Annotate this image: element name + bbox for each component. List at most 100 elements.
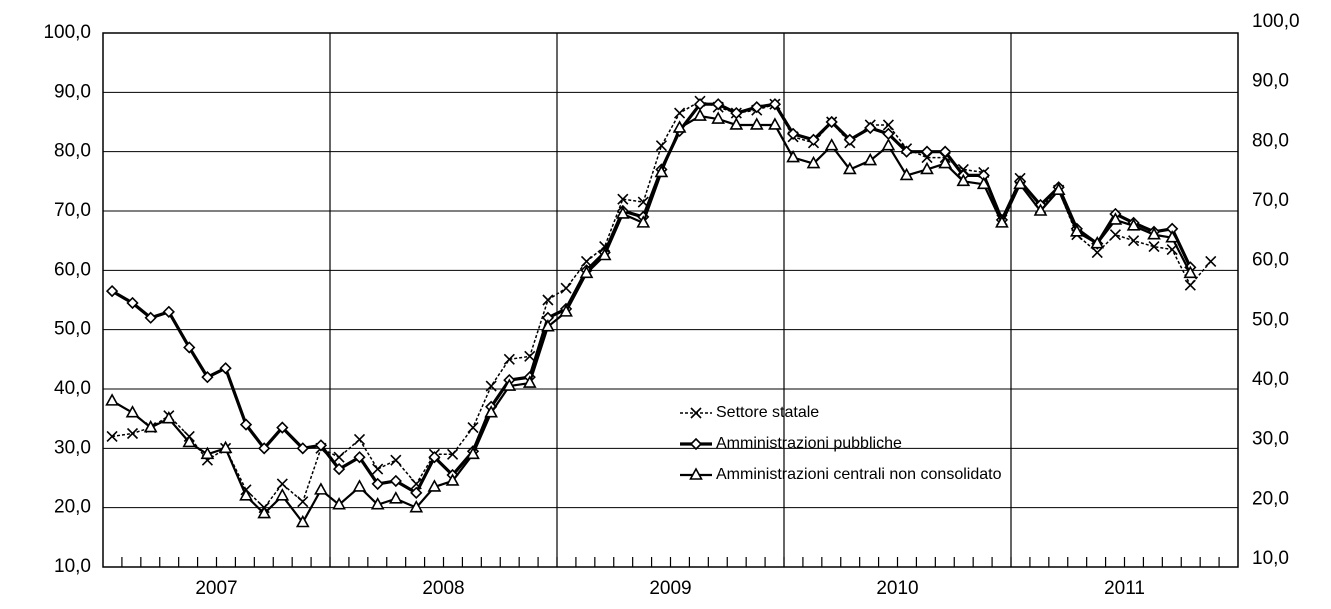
point [370,497,385,510]
point [842,161,857,175]
point [899,167,914,181]
y2-tick-label: 70,0 [1252,190,1289,211]
point [485,380,497,392]
y-tick-label: 30,0 [54,437,91,458]
point [654,164,669,178]
point [1205,255,1217,267]
point [353,433,366,445]
point [314,439,328,452]
point [371,477,384,491]
point [712,98,725,111]
point [560,282,572,294]
point [276,421,289,434]
point [995,215,1009,228]
point [183,341,196,354]
point [295,514,310,528]
point [824,138,839,151]
point [297,496,309,508]
y2-tick-label: 60,0 [1252,250,1289,271]
point [674,107,686,119]
point [920,145,934,158]
point [750,101,763,114]
series-line [111,114,1192,524]
point [806,155,821,169]
point [447,448,459,460]
y2-tick-label: 50,0 [1252,309,1289,330]
point [825,115,838,129]
point [257,505,272,519]
point [1033,203,1048,216]
point [655,140,667,152]
point [524,350,536,362]
point [938,155,953,169]
point [693,108,707,121]
series-line [111,102,1192,495]
point [484,405,499,418]
point [276,478,288,490]
legend-label: Amministrazioni centrali non consolidato [716,466,1002,483]
point [1108,212,1123,225]
point [126,427,139,440]
point [920,161,934,175]
point [388,491,403,504]
y-tick-label: 100,0 [43,22,91,43]
point [559,304,573,317]
y2-tick-label: 40,0 [1252,369,1289,390]
y2-tick-label: 80,0 [1252,130,1289,151]
point [275,488,290,501]
point [144,311,157,324]
legend-label: Amministrazioni pubbliche [716,435,902,452]
point [200,446,215,460]
point [1184,279,1196,291]
y2-tick-label: 30,0 [1252,429,1289,450]
point [579,265,594,279]
point [372,463,384,475]
point [258,442,271,455]
point [882,119,894,131]
point [201,371,214,384]
point [1090,235,1105,249]
y2-tick-label: 90,0 [1252,71,1289,92]
point [881,138,896,151]
point [786,127,800,140]
point [466,446,480,460]
x-tick-label: 2011 [1104,578,1145,599]
y-tick-label: 60,0 [54,259,91,280]
point [672,120,687,133]
point [617,193,629,205]
point [541,319,555,332]
point [143,419,158,433]
point [900,145,913,158]
y-tick-label: 40,0 [54,378,91,399]
point [768,98,782,111]
point [161,411,176,424]
x-tick-label: 2008 [422,578,464,599]
point [597,247,612,261]
point [864,121,877,135]
point [332,497,346,510]
point [1147,227,1161,240]
point [105,393,119,406]
point [615,206,630,219]
point [1126,218,1141,231]
point [711,111,726,124]
y2-tick-label: 10,0 [1252,548,1289,569]
point [1051,182,1066,196]
point [314,482,328,495]
point [1069,224,1084,237]
y-tick-label: 50,0 [54,319,91,340]
y-tick-label: 70,0 [54,200,91,221]
point [410,486,423,499]
point [1091,246,1103,259]
point [729,117,744,130]
legend-marker [689,467,703,480]
point [1165,230,1180,243]
point [352,479,367,492]
x-tick-label: 2009 [649,578,691,599]
legend-label: Settore statale [716,404,819,421]
y-tick-label: 80,0 [54,141,91,162]
point [219,362,232,375]
point [390,454,402,466]
point [843,133,856,146]
